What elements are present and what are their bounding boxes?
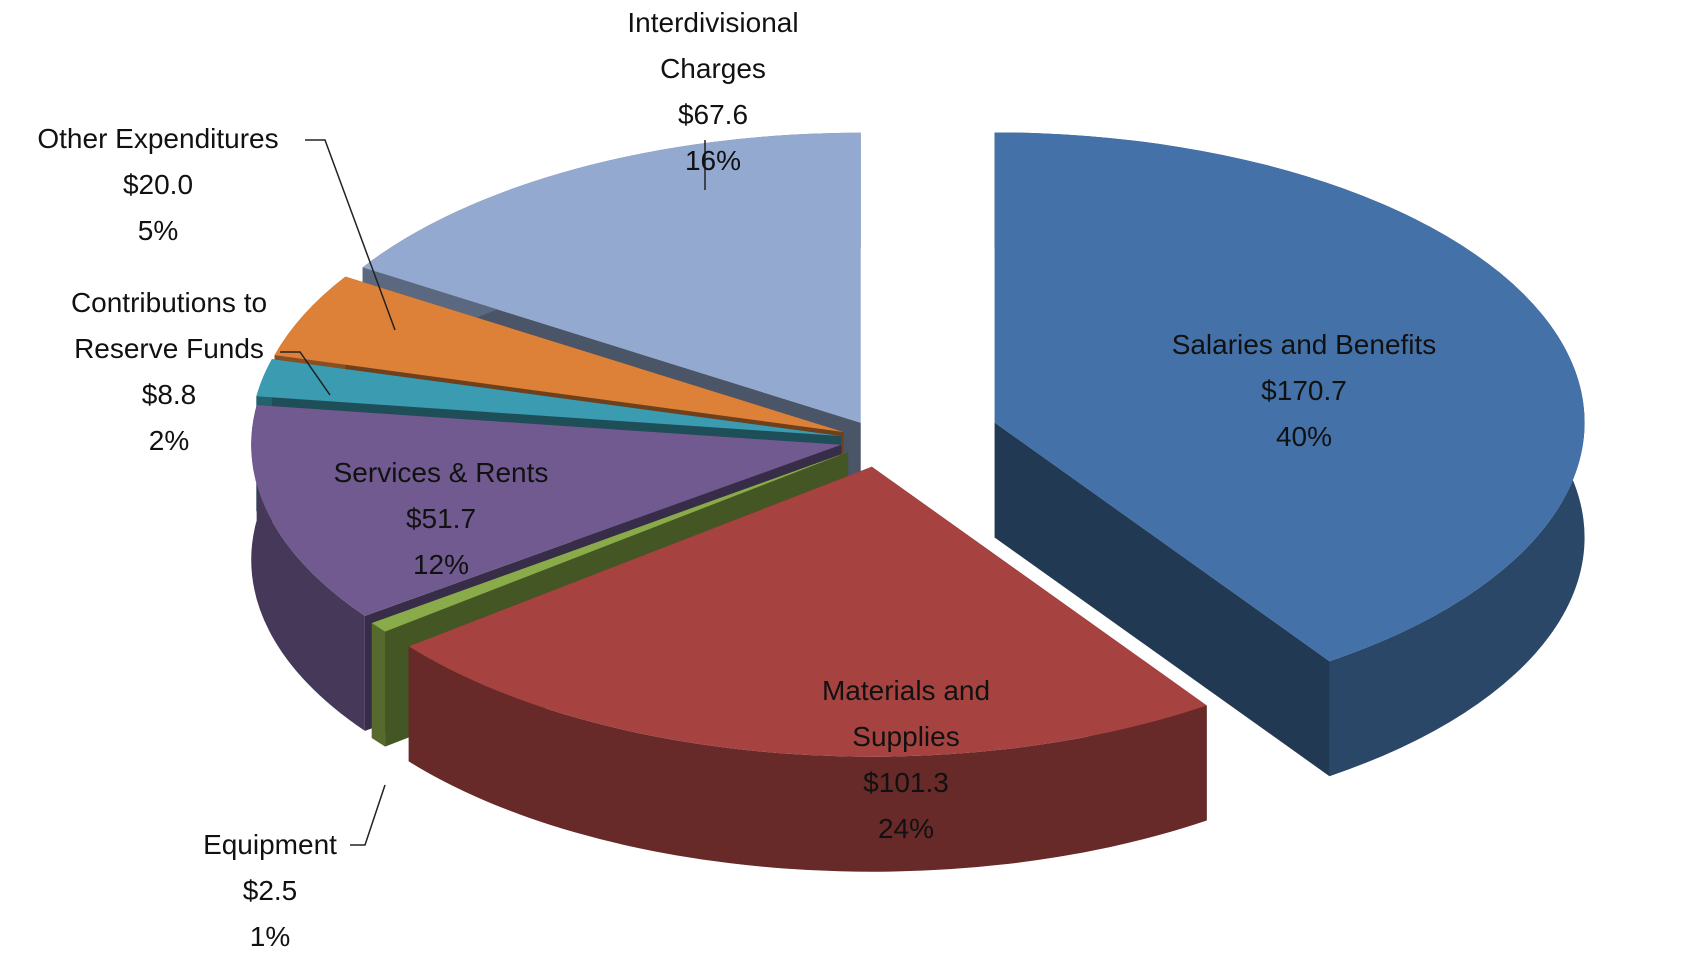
data-label: Services & Rents $51.7 12% [306,450,576,588]
slice-top [256,359,841,437]
slice [994,132,1585,777]
value-label: $101.3 [863,767,949,798]
category-label: Equipment [203,829,337,860]
slice [408,466,1207,872]
data-label: Salaries and Benefits $170.7 40% [1169,322,1439,460]
slice-top [371,451,849,632]
category-label: Services & Rents [333,457,549,488]
slice-top [251,405,842,616]
data-label: Materials and Supplies $101.3 24% [771,668,1041,852]
slice-wall [408,646,1207,872]
leader-line [305,139,396,331]
percent-label: 40% [1275,421,1333,452]
slice-top [408,466,1207,757]
category-label: Contributions to Reserve Funds [70,287,268,364]
data-label: Other Expenditures $20.0 5% [23,116,293,254]
category-label: Interdivisional Charges [627,7,799,84]
slice-top [362,132,861,423]
value-label: $8.8 [141,379,197,410]
data-label: Contributions to Reserve Funds $8.8 2% [34,280,304,464]
category-label: Salaries and Benefits [1171,329,1437,360]
leader-line [350,784,386,846]
percent-label: 1% [249,921,291,952]
percent-label: 16% [684,145,742,176]
slice-top [994,132,1585,662]
percent-label: 24% [877,813,935,844]
value-label: $2.5 [242,875,298,906]
percent-label: 5% [137,215,179,246]
slice-wall [251,405,365,731]
value-label: $67.6 [677,99,749,130]
value-label: $170.7 [1261,375,1347,406]
value-label: $51.7 [405,503,477,534]
category-label: Materials and Supplies [821,675,991,752]
slice-side [994,422,1330,777]
percent-label: 2% [148,425,190,456]
category-label: Other Expenditures [37,123,279,154]
data-label: Interdivisional Charges $67.6 16% [578,0,848,184]
slice-top [274,276,844,433]
leader-line [280,351,331,396]
data-label: Equipment $2.5 1% [135,822,405,960]
percent-label: 12% [412,549,470,580]
slice-wall [371,623,386,747]
value-label: $20.0 [122,169,194,200]
